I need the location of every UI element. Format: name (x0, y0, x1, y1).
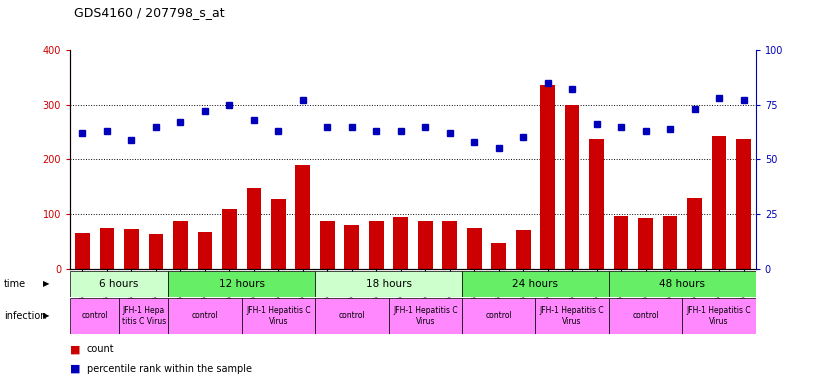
Text: percentile rank within the sample: percentile rank within the sample (87, 364, 252, 374)
Text: 18 hours: 18 hours (366, 279, 411, 289)
Bar (712, 136, 726, 269)
Bar (173, 221, 188, 269)
Text: control: control (632, 311, 659, 320)
Bar (70, 298, 119, 334)
Bar (609, 298, 682, 334)
Bar (119, 298, 169, 334)
Bar (535, 298, 609, 334)
Bar (467, 228, 482, 269)
Bar (418, 221, 433, 269)
Bar (565, 105, 580, 269)
Bar (124, 229, 139, 269)
Bar (70, 271, 169, 297)
Bar (515, 230, 530, 269)
Text: time: time (4, 279, 26, 289)
Bar (687, 198, 702, 269)
Bar (638, 218, 653, 269)
Text: control: control (339, 311, 365, 320)
Bar (296, 165, 310, 269)
Bar (149, 234, 164, 269)
Bar (315, 271, 462, 297)
Text: ▶: ▶ (43, 279, 50, 288)
Bar (100, 228, 114, 269)
Bar (609, 271, 756, 297)
Bar (169, 298, 242, 334)
Text: control: control (81, 311, 108, 320)
Bar (682, 298, 756, 334)
Bar (462, 271, 609, 297)
Bar (75, 233, 90, 269)
Text: count: count (87, 344, 114, 354)
Text: JFH-1 Hepatitis C
Virus: JFH-1 Hepatitis C Virus (393, 306, 458, 326)
Bar (393, 217, 408, 269)
Bar (246, 188, 261, 269)
Text: JFH-1 Hepatitis C
Virus: JFH-1 Hepatitis C Virus (686, 306, 752, 326)
Bar (222, 209, 237, 269)
Bar (315, 298, 388, 334)
Text: GDS4160 / 207798_s_at: GDS4160 / 207798_s_at (74, 6, 225, 19)
Bar (320, 221, 335, 269)
Text: ■: ■ (70, 344, 81, 354)
Text: 6 hours: 6 hours (99, 279, 139, 289)
Text: 24 hours: 24 hours (512, 279, 558, 289)
Text: 12 hours: 12 hours (219, 279, 264, 289)
Bar (614, 216, 629, 269)
Bar (736, 139, 751, 269)
Bar (491, 243, 506, 269)
Text: infection: infection (4, 311, 46, 321)
Text: JFH-1 Hepatitis C
Virus: JFH-1 Hepatitis C Virus (540, 306, 605, 326)
Bar (344, 225, 359, 269)
Bar (197, 232, 212, 269)
Text: ■: ■ (70, 364, 81, 374)
Bar (662, 216, 677, 269)
Bar (589, 139, 604, 269)
Text: JFH-1 Hepatitis C
Virus: JFH-1 Hepatitis C Virus (246, 306, 311, 326)
Bar (241, 298, 315, 334)
Text: 48 hours: 48 hours (659, 279, 705, 289)
Bar (388, 298, 462, 334)
Bar (169, 271, 315, 297)
Bar (462, 298, 535, 334)
Bar (540, 86, 555, 269)
Text: control: control (192, 311, 218, 320)
Bar (443, 221, 457, 269)
Bar (271, 199, 286, 269)
Text: control: control (486, 311, 512, 320)
Text: JFH-1 Hepa
titis C Virus: JFH-1 Hepa titis C Virus (121, 306, 166, 326)
Text: ▶: ▶ (43, 311, 50, 320)
Bar (369, 221, 383, 269)
